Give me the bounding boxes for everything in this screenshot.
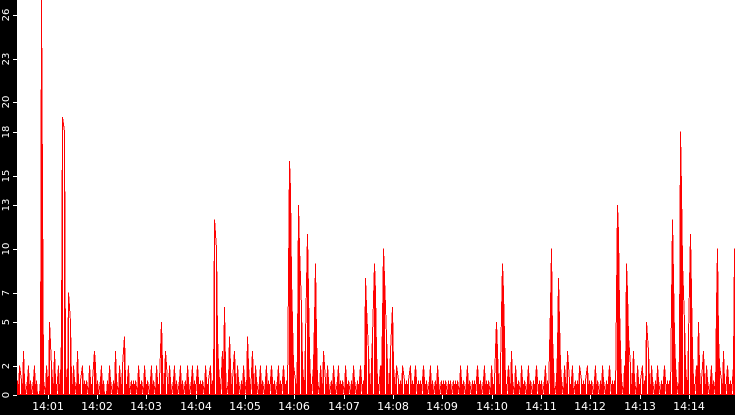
y-tick-mark [13,365,17,367]
y-tick-mark [13,248,17,250]
y-tick-label: 23 [1,52,12,65]
x-tick-mark [196,395,197,399]
x-tick-mark [245,395,246,399]
x-tick-label: 14:11 [525,400,557,413]
y-tick-mark [13,395,17,396]
x-tick-mark [393,395,394,399]
x-tick-mark [344,395,345,399]
x-tick-label: 14:10 [476,400,508,413]
x-tick-mark [590,395,591,399]
x-tick-mark [640,395,641,399]
x-tick-label: 14:09 [426,400,458,413]
x-tick-label: 14:08 [377,400,409,413]
x-tick-label: 14:06 [278,400,310,413]
y-tick-mark [13,102,17,104]
y-tick-mark [13,175,17,177]
axis-corner [0,395,17,415]
plot-area [17,0,735,395]
y-tick-label: 7 [1,289,12,296]
x-tick-label: 14:05 [229,400,261,413]
y-tick-label: 20 [1,96,12,109]
y-tick-mark [13,14,17,16]
x-tick-label: 14:12 [574,400,606,413]
y-tick-mark [13,204,17,206]
y-tick-label: 2 [1,362,12,369]
x-tick-label: 14:13 [624,400,656,413]
y-tick-label: 18 [1,125,12,139]
y-tick-mark [13,131,17,133]
x-tick-mark [492,395,493,399]
y-tick-mark [13,292,17,294]
x-tick-mark [48,395,49,399]
x-tick-label: 14:04 [180,400,212,413]
y-tick-label: 0 [1,391,12,399]
y-tick-label: 5 [1,318,12,326]
x-tick-mark [294,395,295,399]
x-tick-mark [146,395,147,399]
x-tick-mark [689,395,690,399]
y-tick-mark [13,58,17,60]
x-tick-label: 14:03 [130,400,162,413]
x-axis-band [0,395,735,415]
x-tick-mark [541,395,542,399]
y-tick-label: 10 [1,242,12,256]
x-tick-label: 14:14 [673,400,705,413]
y-tick-label: 15 [1,169,12,182]
x-tick-mark [97,395,98,399]
x-tick-label: 14:07 [328,400,360,413]
y-tick-mark [13,321,17,323]
y-tick-label: 26 [1,8,12,21]
y-tick-label: 13 [1,198,12,212]
series-spikes [17,0,735,395]
x-tick-label: 14:02 [81,400,113,413]
y-axis-band [0,0,17,395]
x-tick-mark [442,395,443,399]
x-tick-label: 14:01 [32,400,64,413]
